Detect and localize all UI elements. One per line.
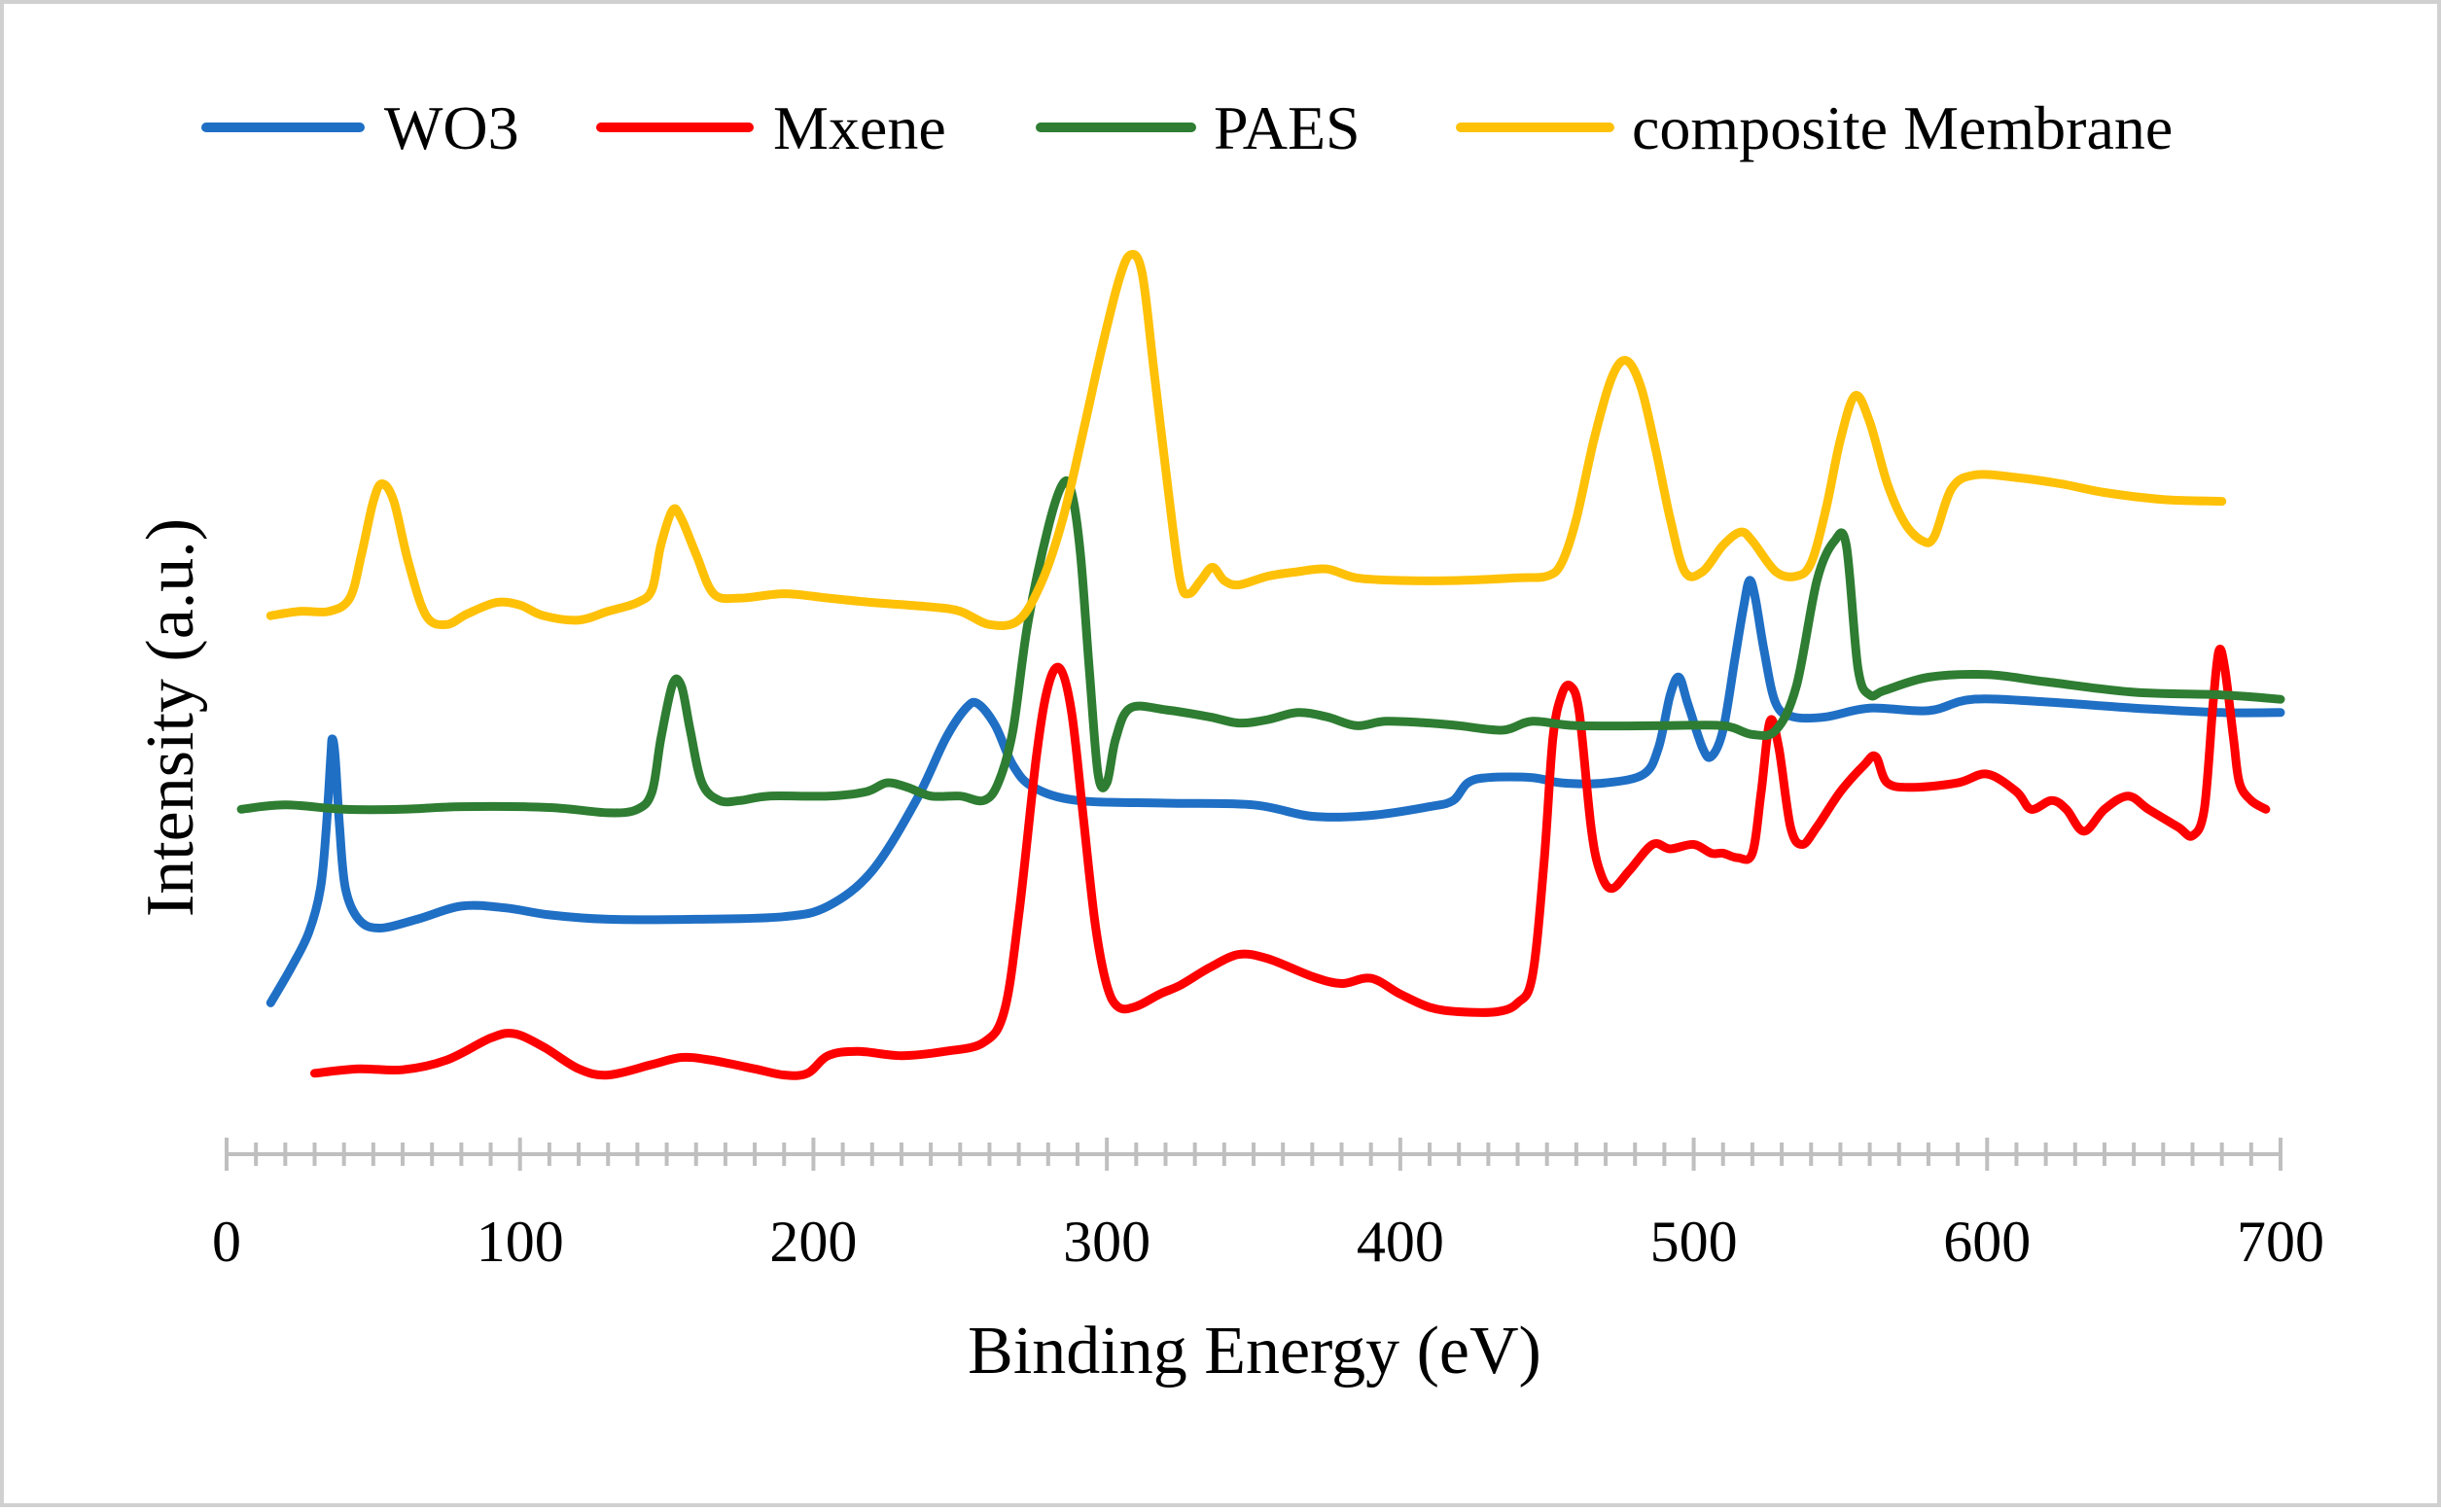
x-tick-label: 100 [477,1210,564,1274]
series-line-mxene [310,645,2271,1080]
series-line-composite-membrane [265,250,2227,631]
x-tick-label: 600 [1943,1210,2031,1274]
legend-label-composite-membrane: composite Membrane [1632,93,2173,162]
legend-label-mxene: Mxene [773,93,946,162]
x-tick-label: 700 [2237,1210,2324,1274]
x-tick-label: 200 [769,1210,857,1274]
series-line-wo3 [265,576,2285,1007]
legend-label-wo3: WO3 [384,93,519,162]
legend-label-paes: PAES [1214,93,1361,162]
x-axis-title: Binding Energy (eV) [968,1314,1541,1389]
x-tick-label: 400 [1357,1210,1444,1274]
x-tick-label: 0 [212,1210,241,1274]
x-axis: 0 100 200 300 400 500 600 700 [212,1138,2324,1274]
x-tick-label: 500 [1650,1210,1738,1274]
legend: WO3 Mxene PAES composite Membrane [201,93,2173,162]
y-axis-title: Intensity (a.u.) [133,518,208,917]
x-tick-label: 300 [1063,1210,1150,1274]
plot-area [236,250,2285,1080]
series-line-paes [236,475,2285,818]
